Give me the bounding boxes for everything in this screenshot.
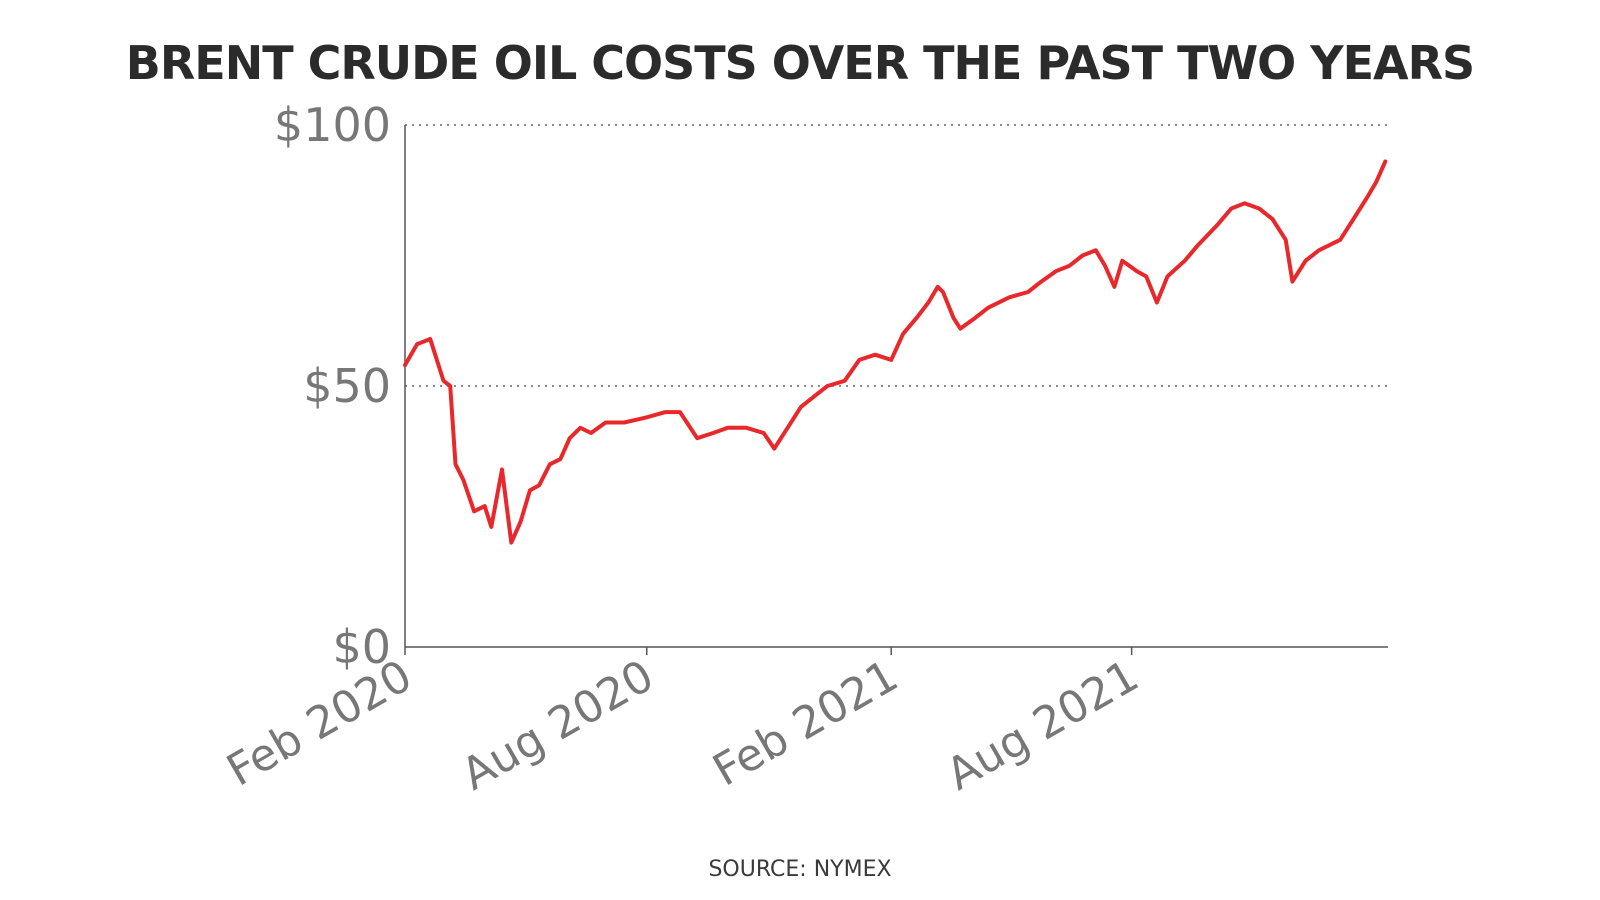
gridlines	[405, 124, 1388, 387]
data-point	[589, 431, 593, 435]
source-note: SOURCE: NYMEX	[708, 857, 892, 882]
data-point	[663, 410, 667, 414]
data-point	[1120, 259, 1124, 263]
data-point	[973, 316, 977, 320]
data-point	[1183, 259, 1187, 263]
data-point	[519, 520, 523, 524]
data-point	[941, 290, 945, 294]
data-point	[528, 488, 532, 492]
data-point	[762, 431, 766, 435]
data-point	[500, 468, 504, 471]
data-point	[726, 426, 730, 430]
x-tick-label: Aug 2021	[938, 650, 1147, 800]
data-point	[1352, 217, 1355, 221]
y-tick-label: $0	[332, 620, 391, 674]
data-point	[986, 306, 990, 310]
data-point	[604, 421, 608, 424]
y-tick-label: $50	[303, 359, 391, 413]
data-point	[448, 384, 452, 388]
data-point	[1383, 160, 1387, 163]
data-point	[1112, 285, 1116, 289]
data-point	[1317, 248, 1321, 252]
x-tick-label: Feb 2021	[705, 650, 907, 796]
series-line-0	[403, 159, 1388, 545]
data-point	[1338, 238, 1342, 242]
data-point	[952, 316, 956, 320]
data-point	[483, 504, 487, 508]
data-point	[1007, 295, 1011, 299]
data-point	[1067, 264, 1071, 268]
data-point	[1216, 222, 1220, 226]
x-tick-labels: Feb 2020 Aug 2020 Feb 2021 Aug 2021	[218, 650, 1147, 800]
data-point	[812, 394, 816, 398]
data-point	[1166, 274, 1169, 278]
axes	[404, 125, 1388, 655]
data-point	[645, 415, 649, 419]
data-point	[772, 447, 776, 451]
data-point	[744, 426, 748, 430]
x-tick-label: Feb 2020	[218, 650, 420, 796]
data-point	[1229, 207, 1233, 210]
data-point	[415, 342, 419, 346]
data-point	[843, 379, 847, 383]
y-tick-labels: $0 $50 $100	[274, 98, 391, 674]
data-point	[622, 421, 626, 424]
data-point	[442, 379, 445, 383]
data-point	[472, 509, 476, 513]
data-point	[1374, 180, 1378, 184]
data-point	[825, 384, 829, 388]
data-point	[1284, 238, 1288, 242]
data-point	[489, 525, 493, 529]
data-point	[1094, 248, 1098, 252]
data-point	[428, 337, 432, 341]
data-point	[1155, 301, 1159, 304]
data-point	[678, 410, 682, 414]
data-point	[1144, 274, 1148, 278]
data-point	[786, 426, 790, 430]
data-point	[509, 541, 513, 545]
data-point	[926, 301, 930, 304]
data-point	[1270, 217, 1274, 221]
data-point	[711, 431, 715, 435]
chart-title: BRENT CRUDE OIL COSTS OVER THE PAST TWO …	[125, 36, 1475, 90]
data-point	[936, 285, 940, 289]
data-point	[873, 353, 877, 357]
data-point	[914, 316, 918, 320]
data-point	[1290, 280, 1294, 284]
data-point	[901, 332, 905, 336]
data-point	[1039, 280, 1043, 284]
data-point	[1054, 269, 1058, 273]
data-point	[558, 457, 562, 461]
data-point	[403, 363, 407, 367]
data-point	[1135, 269, 1139, 273]
x-tick-label: Aug 2020	[453, 650, 662, 800]
data-point	[1103, 264, 1107, 268]
data-point	[1196, 243, 1200, 247]
y-tick-label: $100	[274, 98, 391, 152]
series-layer	[403, 159, 1388, 545]
data-point	[578, 426, 582, 430]
data-point	[454, 462, 457, 466]
data-point	[537, 483, 541, 487]
data-point	[548, 462, 552, 466]
data-point	[695, 436, 699, 440]
data-point	[857, 358, 861, 362]
data-point	[461, 478, 465, 482]
data-point	[958, 327, 962, 331]
data-point	[1243, 201, 1246, 205]
data-point	[1304, 259, 1308, 263]
data-point	[1026, 290, 1030, 294]
data-point	[889, 358, 893, 362]
data-point	[1365, 196, 1369, 200]
data-point	[1257, 207, 1261, 210]
data-point	[1081, 254, 1084, 257]
data-point	[568, 436, 572, 440]
data-point	[799, 405, 803, 409]
